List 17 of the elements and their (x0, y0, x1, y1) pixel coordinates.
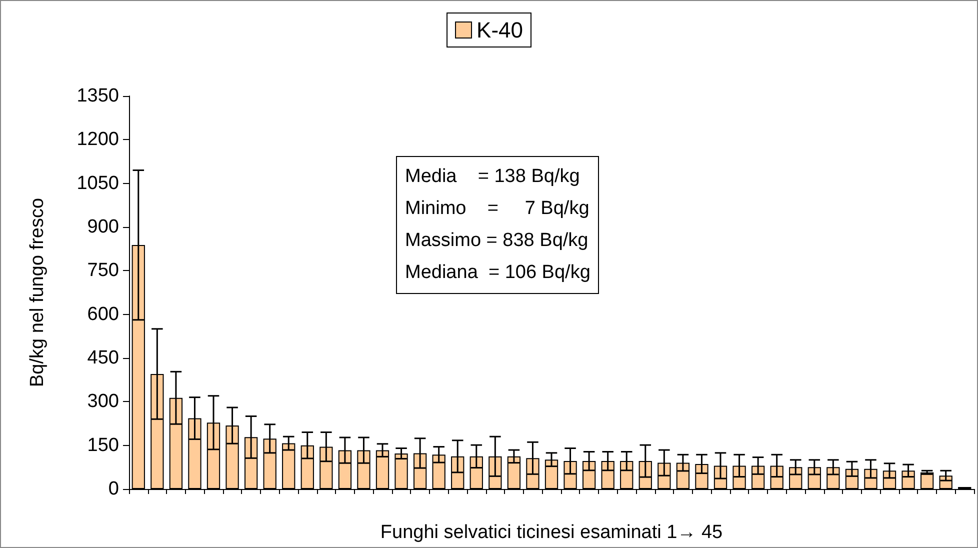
y-tick-label: 450 (87, 348, 119, 368)
y-tick-label: 900 (87, 216, 119, 238)
y-tick-label: 750 (87, 260, 119, 282)
legend-label: K-40 (476, 18, 523, 42)
y-axis-title: Bq/kg nel fungo fresco (27, 198, 48, 388)
y-tick-label: 600 (87, 304, 119, 325)
y-tick-label: 1050 (76, 172, 119, 194)
y-tick-label: 0 (108, 478, 119, 500)
annotation: Media = 138 Bq/kg (405, 165, 581, 189)
annotation: Minimo = 7 Bq/kg (405, 197, 590, 221)
y-tick-label: 300 (87, 391, 119, 412)
y-tick-label: 1350 (76, 86, 119, 106)
y-tick-label: 150 (87, 434, 119, 456)
x-axis-title: Funghi selvatici ticinesi esaminati 1→ 45 (380, 522, 723, 543)
annotation: Massimo = 838 Bq/kg (405, 229, 590, 253)
annotation: Mediana = 106 Bq/kg (405, 261, 590, 285)
y-tick-label: 1200 (76, 129, 119, 150)
